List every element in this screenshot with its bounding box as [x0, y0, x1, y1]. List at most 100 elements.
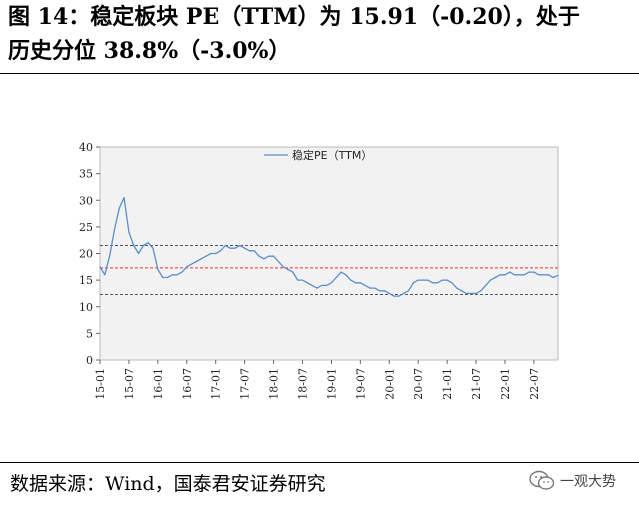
- data-point: [504, 274, 506, 276]
- data-point: [176, 274, 178, 276]
- y-tick-label: 25: [79, 221, 93, 234]
- data-point: [219, 250, 222, 252]
- data-point: [547, 274, 549, 276]
- data-point: [152, 247, 154, 249]
- x-tick-label: 19-07: [354, 368, 367, 400]
- figure-title-line-1: 图 14：稳定板块 PE（TTM）为 15.91（-0.20），处于: [8, 4, 580, 30]
- x-tick-label: 15-01: [94, 368, 107, 400]
- data-point: [268, 255, 270, 257]
- data-point: [417, 279, 419, 281]
- data-point: [538, 274, 540, 276]
- data-point: [432, 282, 434, 284]
- watermark-text: 一观大势: [560, 474, 616, 490]
- data-point: [113, 228, 116, 231]
- x-tick-label: 17-07: [239, 368, 252, 400]
- data-point: [335, 276, 337, 279]
- data-point: [456, 287, 458, 289]
- x-tick-label: 22-07: [528, 368, 541, 400]
- data-point: [509, 271, 511, 273]
- x-tick-label: 21-07: [470, 368, 483, 400]
- data-point: [171, 274, 173, 276]
- data-point: [292, 271, 294, 273]
- data-point: [393, 295, 395, 297]
- data-point: [436, 282, 439, 284]
- y-tick-label: 30: [79, 194, 93, 207]
- x-tick-label: 18-07: [296, 368, 309, 400]
- data-point: [451, 282, 453, 284]
- x-tick-label: 20-07: [412, 368, 425, 400]
- data-point: [104, 274, 106, 276]
- y-tick-label: 10: [79, 301, 93, 314]
- legend-label: 稳定PE（TTM）: [292, 148, 372, 162]
- x-tick-label: 17-01: [210, 368, 223, 400]
- data-point: [369, 287, 371, 289]
- series-line-0: [99, 196, 559, 297]
- data-point: [301, 279, 304, 281]
- data-point: [123, 196, 125, 199]
- y-tick-label: 20: [79, 248, 93, 261]
- data-point: [263, 258, 265, 260]
- data-point: [446, 279, 448, 281]
- x-tick-label: 22-01: [499, 368, 512, 400]
- bottom-divider: [0, 462, 639, 463]
- top-divider: [0, 73, 639, 74]
- data-point: [229, 247, 231, 249]
- data-point: [186, 266, 188, 268]
- y-tick-label: 40: [79, 141, 93, 154]
- data-point: [383, 290, 386, 292]
- data-point: [142, 244, 144, 247]
- figure-title: 图 14：稳定板块 PE（TTM）为 15.91（-0.20），处于 历史分位 …: [8, 0, 636, 68]
- y-tick-label: 15: [79, 274, 93, 287]
- data-point: [350, 279, 352, 281]
- data-point: [282, 266, 284, 268]
- data-point: [195, 260, 198, 263]
- data-point: [321, 284, 323, 287]
- data-point: [109, 255, 111, 257]
- data-point: [422, 279, 424, 281]
- y-tick-label: 0: [86, 354, 93, 367]
- data-point: [364, 284, 366, 287]
- data-point: [340, 271, 342, 273]
- data-point: [470, 292, 472, 295]
- data-point: [374, 287, 376, 289]
- data-point: [137, 252, 140, 255]
- data-point: [258, 255, 260, 257]
- y-tick-label: 35: [79, 168, 93, 181]
- data-point: [210, 252, 212, 255]
- y-tick-label: 5: [86, 327, 93, 340]
- source-note: 数据来源：Wind，国泰君安证券研究: [10, 473, 326, 495]
- data-point: [205, 255, 207, 257]
- data-point: [297, 279, 299, 281]
- x-tick-label: 16-07: [181, 368, 194, 400]
- data-point: [330, 282, 333, 284]
- x-tick-label: 21-01: [441, 368, 454, 400]
- data-point: [489, 279, 492, 281]
- data-point: [166, 276, 169, 279]
- data-point: [475, 292, 477, 295]
- data-point: [499, 274, 501, 276]
- data-point: [234, 247, 236, 249]
- x-tick-label: 15-07: [123, 368, 136, 400]
- data-point: [191, 263, 193, 265]
- data-point: [485, 284, 487, 287]
- data-point: [407, 290, 410, 292]
- x-tick-label: 19-01: [325, 368, 338, 400]
- data-point: [157, 268, 159, 271]
- data-point: [388, 292, 390, 295]
- data-point: [398, 295, 400, 297]
- data-point: [518, 274, 521, 276]
- data-point: [494, 276, 496, 279]
- data-point: [528, 271, 530, 273]
- data-point: [215, 252, 217, 255]
- x-tick-label: 16-01: [152, 368, 165, 400]
- data-point: [128, 231, 130, 233]
- figure-title-line-2: 历史分位 38.8%（-3.0%）: [8, 38, 291, 64]
- pe-chart: 0 5 10 15 20 25 30 35 40 15-01 15-07 16-01 16-07 17-0…: [70, 137, 570, 407]
- data-point: [379, 290, 381, 292]
- data-point: [557, 274, 559, 276]
- data-point: [345, 274, 347, 276]
- data-point: [147, 242, 149, 244]
- data-point: [325, 284, 328, 287]
- data-point: [248, 250, 251, 252]
- data-point: [287, 268, 289, 271]
